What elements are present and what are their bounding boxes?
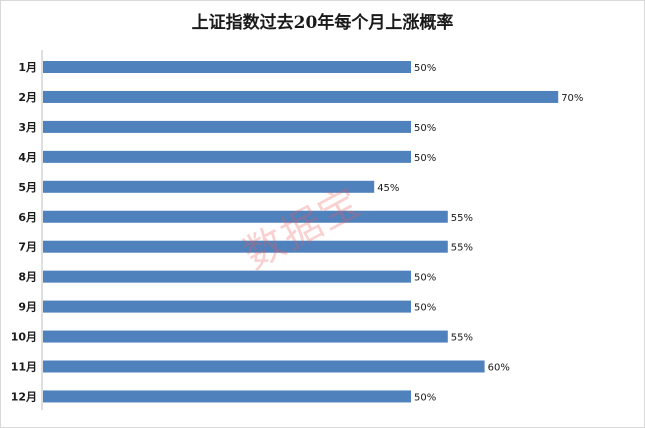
bar — [43, 330, 448, 343]
bar — [43, 360, 485, 373]
bar — [43, 390, 411, 403]
bar — [43, 61, 411, 73]
value-label: 50% — [414, 273, 436, 284]
bar — [43, 180, 375, 193]
value-label: 70% — [561, 93, 583, 104]
category-label: 3月 — [18, 121, 37, 134]
value-label: 55% — [451, 333, 473, 344]
category-label: 5月 — [18, 181, 37, 194]
category-label: 2月 — [18, 91, 37, 104]
bar — [43, 240, 448, 253]
category-label: 6月 — [18, 211, 37, 224]
value-label: 50% — [414, 303, 436, 314]
value-label: 50% — [414, 123, 436, 134]
bar — [43, 210, 448, 223]
bar — [43, 90, 559, 103]
value-label: 55% — [451, 243, 473, 254]
chart-title: 上证指数过去20年每个月上涨概率 — [191, 13, 454, 33]
value-label: 50% — [414, 153, 436, 164]
value-label: 55% — [451, 213, 473, 224]
value-label: 45% — [377, 183, 399, 194]
bar — [43, 150, 411, 163]
bar — [43, 270, 411, 283]
bar — [43, 120, 411, 133]
value-label: 50% — [414, 63, 436, 74]
category-label: 8月 — [18, 271, 37, 284]
value-label: 60% — [488, 363, 510, 374]
bar — [43, 300, 411, 313]
category-label: 9月 — [18, 301, 37, 314]
category-label: 11月 — [11, 361, 37, 374]
value-label: 50% — [414, 392, 436, 403]
category-label: 10月 — [11, 331, 37, 344]
category-label: 7月 — [18, 241, 37, 254]
category-label: 1月 — [18, 61, 37, 74]
category-label: 4月 — [18, 151, 37, 164]
category-label: 12月 — [11, 390, 37, 403]
